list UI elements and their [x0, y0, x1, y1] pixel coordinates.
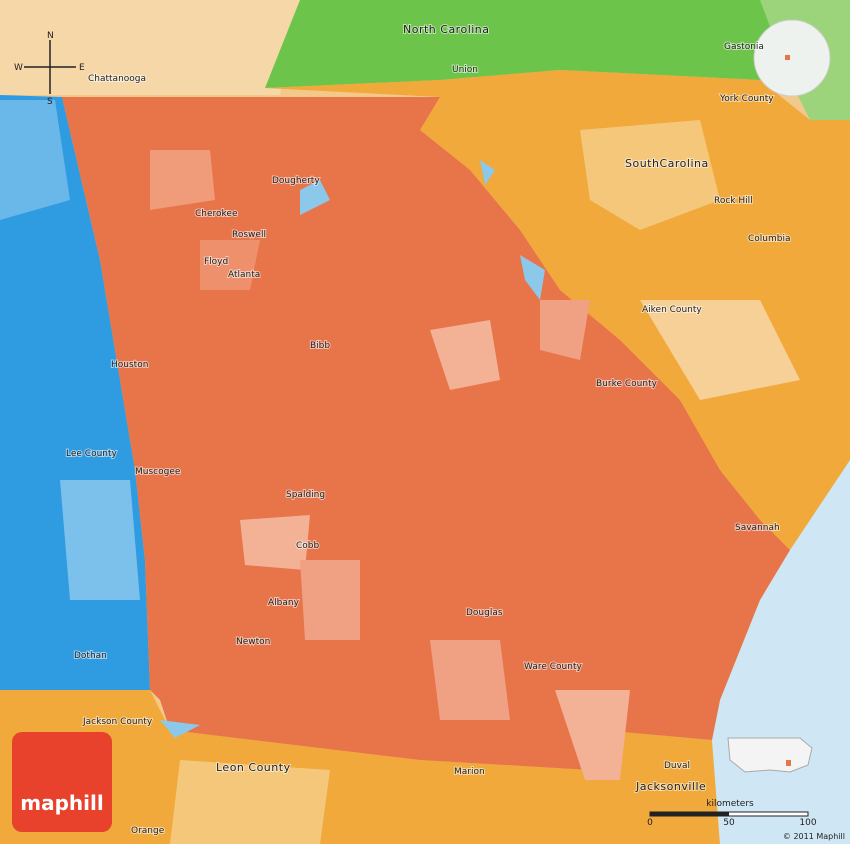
place-label: North Carolina — [403, 23, 490, 36]
logo-box — [12, 732, 112, 832]
place-label: Cobb — [296, 541, 320, 551]
county — [0, 100, 70, 220]
place-label: Muscogee — [135, 467, 181, 477]
copyright: © 2011 Maphill — [783, 832, 845, 841]
place-label: Lee County — [66, 449, 118, 459]
compass-s: S — [47, 97, 53, 107]
us-inset — [727, 737, 813, 773]
place-label: Burke County — [596, 379, 658, 389]
county — [150, 150, 215, 210]
place-label: Cherokee — [195, 209, 238, 219]
place-label: Albany — [268, 598, 300, 608]
place-label: Jacksonville — [635, 780, 706, 793]
place-label: Leon County — [216, 761, 291, 774]
place-label: Savannah — [735, 523, 780, 533]
county — [430, 320, 500, 390]
scale-tick: 100 — [799, 818, 816, 828]
lake — [520, 255, 545, 300]
scale-unit: kilometers — [706, 799, 754, 809]
place-label: York County — [719, 94, 774, 104]
place-label: Aiken County — [642, 305, 702, 315]
lake — [300, 180, 330, 215]
lake — [160, 720, 200, 738]
place-label: Newton — [236, 637, 270, 647]
scale-bar: kilometers 0 50 100 — [647, 799, 817, 828]
place-label: Gastonia — [724, 42, 764, 52]
place-label: Ware County — [524, 662, 582, 672]
logo-text: maphill — [20, 791, 103, 815]
place-label: Dougherty — [272, 176, 320, 186]
county — [300, 560, 360, 640]
place-label: Jackson County — [82, 717, 153, 727]
compass-e: E — [79, 63, 85, 73]
county — [580, 120, 720, 230]
globe — [753, 19, 831, 97]
lake — [480, 160, 495, 185]
county — [430, 640, 510, 720]
place-label: Atlanta — [228, 270, 260, 280]
place-label: Spalding — [286, 490, 325, 500]
us-outline — [727, 737, 813, 773]
place-label: Houston — [111, 360, 148, 370]
county — [60, 480, 140, 600]
place-label: Floyd — [204, 257, 228, 267]
place-label: Chattanooga — [88, 74, 146, 84]
compass-w: W — [14, 63, 23, 73]
place-label: Union — [452, 65, 478, 75]
place-label: Rock Hill — [714, 196, 753, 206]
compass-n: N — [47, 31, 54, 41]
county — [540, 300, 590, 360]
place-label: Roswell — [232, 230, 266, 240]
place-label: Bibb — [310, 341, 330, 351]
scale-segment — [650, 812, 729, 816]
place-label: Orange — [131, 826, 165, 836]
county — [240, 515, 310, 570]
scale-tick: 50 — [723, 818, 735, 828]
compass: N S E W — [14, 31, 85, 107]
place-label: Duval — [664, 761, 690, 771]
tennessee — [0, 0, 300, 95]
county — [555, 690, 630, 780]
place-label: Marion — [454, 767, 485, 777]
place-label: Columbia — [748, 234, 791, 244]
place-label: Douglas — [466, 608, 503, 618]
scale-tick: 0 — [647, 818, 653, 828]
us-marker — [786, 760, 791, 766]
globe-marker — [785, 55, 790, 60]
county — [170, 760, 330, 844]
place-label: SouthCarolina — [625, 157, 709, 170]
north-carolina — [265, 0, 820, 88]
place-label: Dothan — [74, 651, 107, 661]
county — [200, 240, 260, 290]
county — [640, 300, 800, 400]
